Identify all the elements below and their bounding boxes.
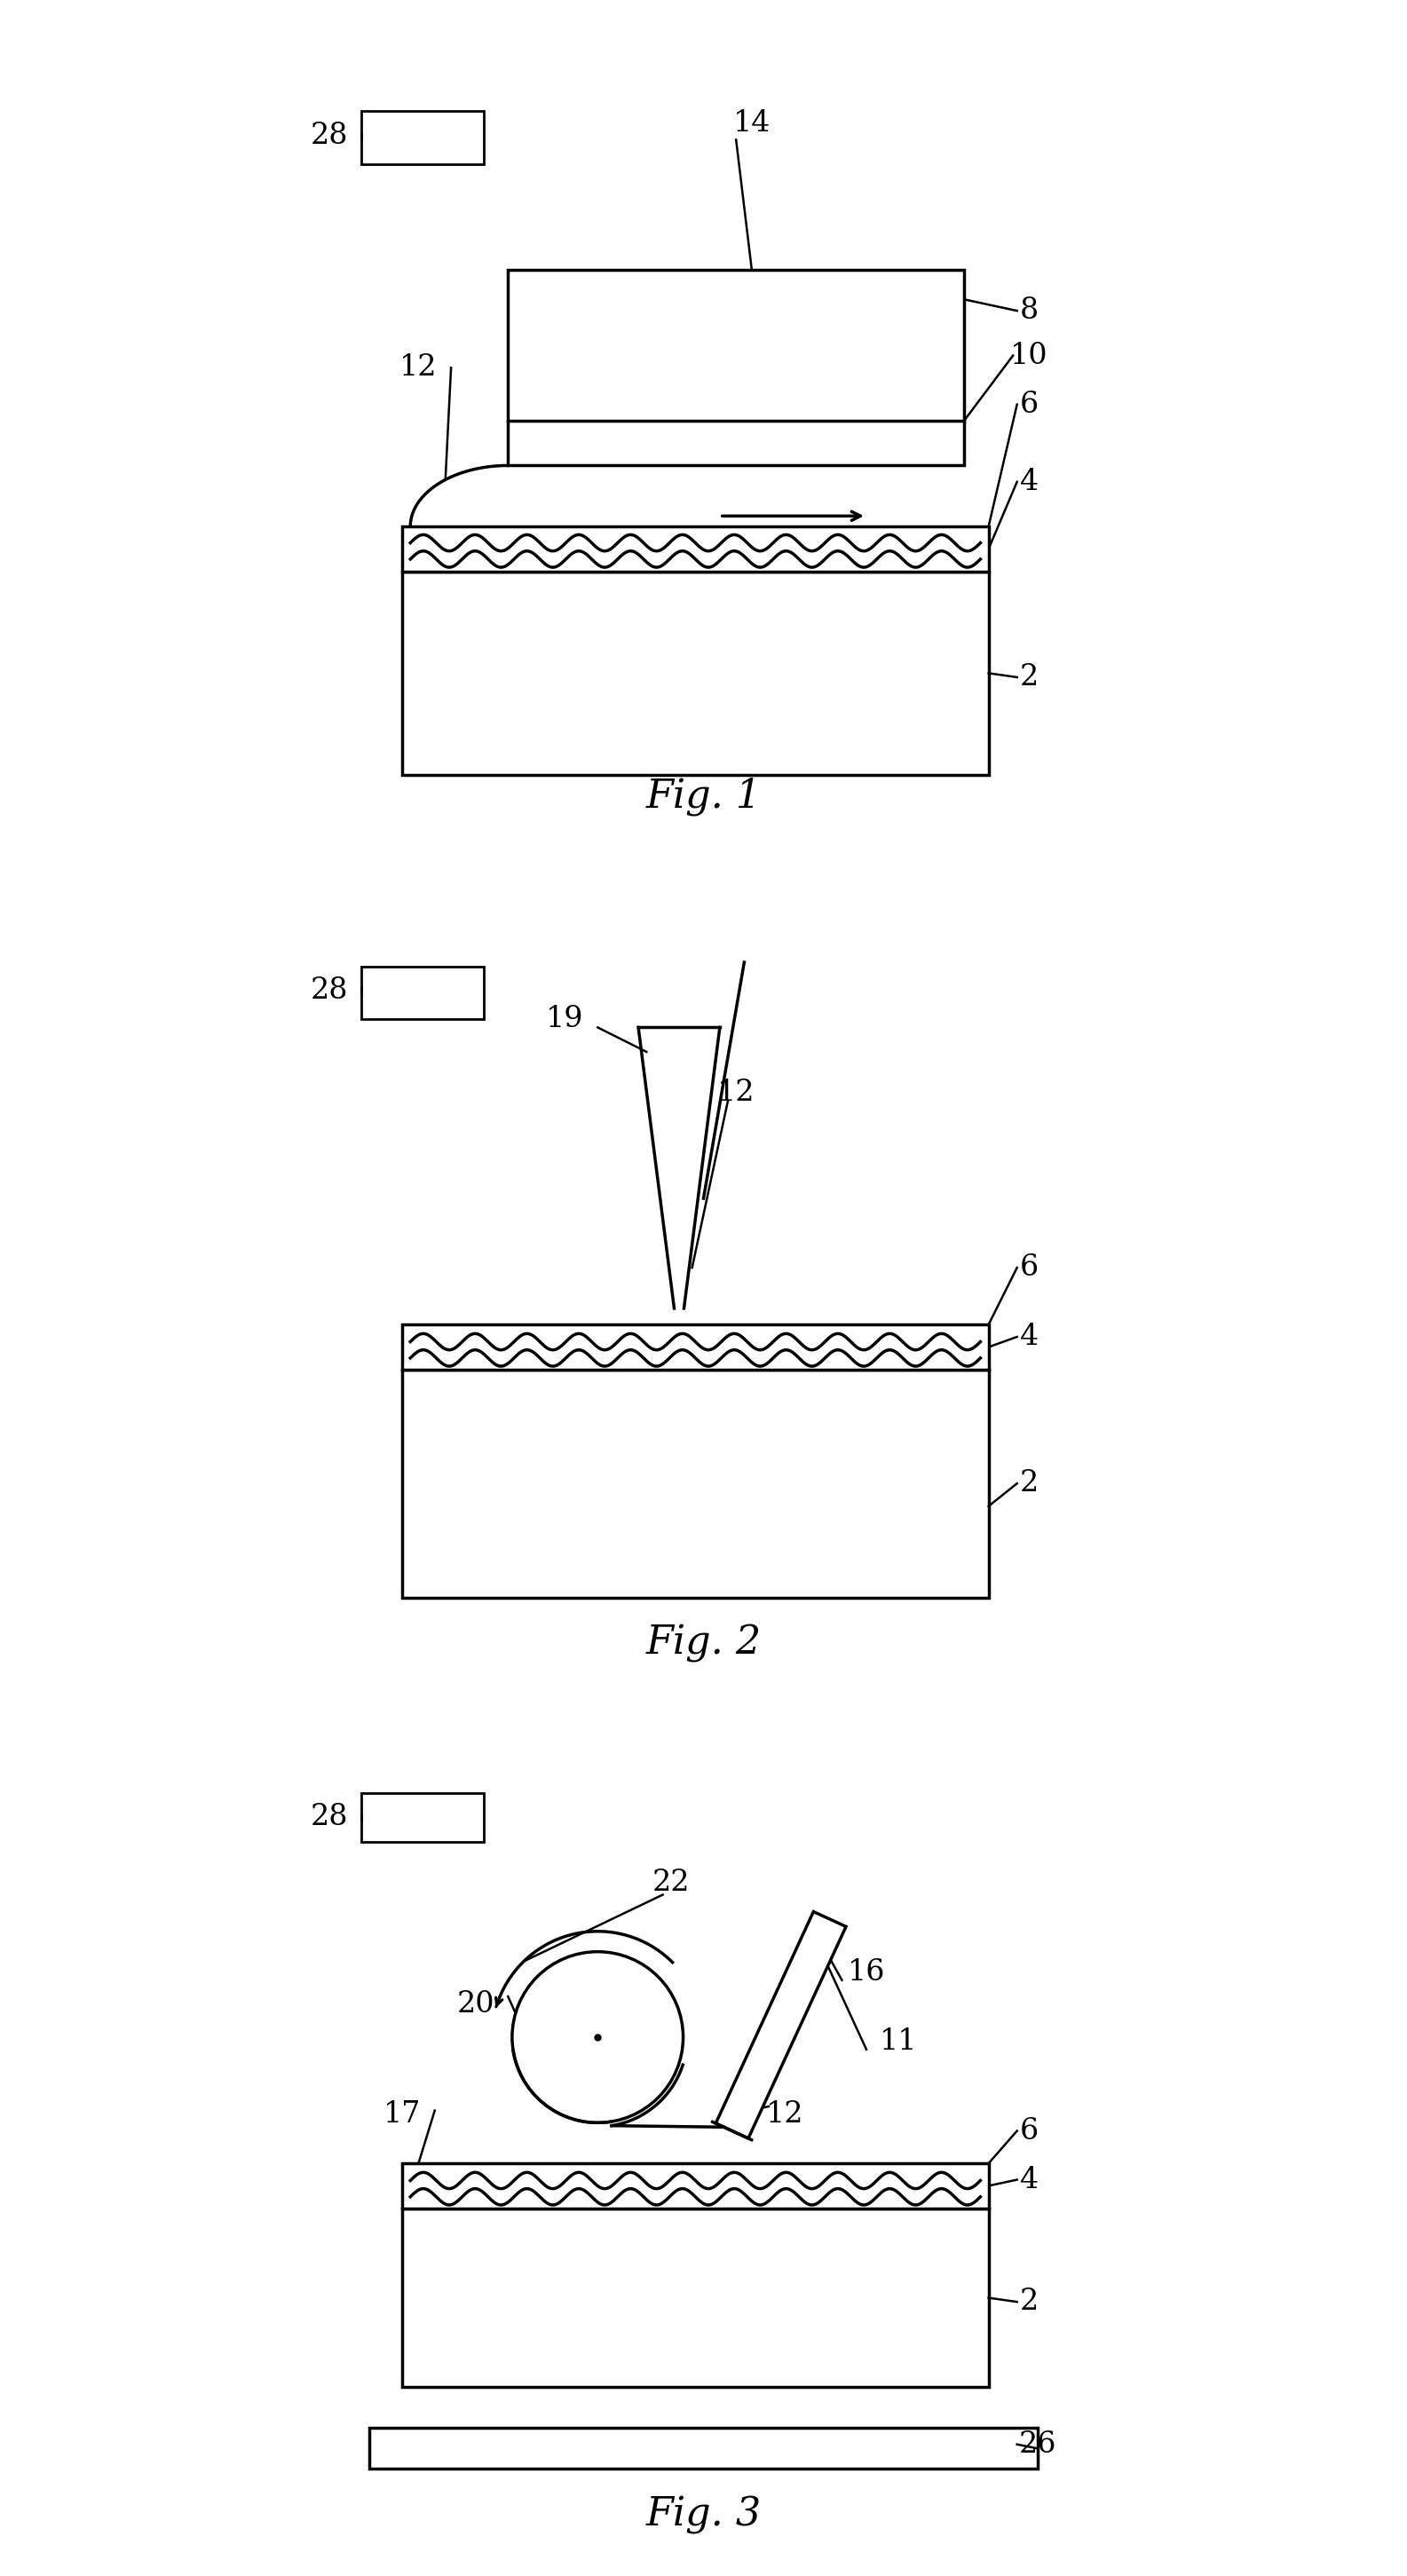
Text: 2: 2	[1020, 2287, 1038, 2316]
Text: Fig. 2: Fig. 2	[646, 1625, 761, 1662]
Text: 28: 28	[310, 121, 348, 149]
Text: 12: 12	[400, 353, 438, 381]
Text: 6: 6	[1020, 1255, 1038, 1283]
Text: 6: 6	[1020, 2117, 1038, 2146]
Text: 8: 8	[1020, 296, 1038, 325]
Bar	[402, 526, 989, 572]
Bar	[362, 966, 484, 1020]
Text: 19: 19	[546, 1005, 584, 1033]
Bar	[362, 1793, 484, 1842]
Text: 17: 17	[383, 2099, 421, 2128]
Text: 4: 4	[1020, 1321, 1038, 1350]
Text: 16: 16	[847, 1958, 885, 1986]
Text: 28: 28	[310, 976, 348, 1005]
Bar	[402, 1324, 989, 1370]
Bar	[402, 1370, 989, 1597]
Circle shape	[512, 1953, 684, 2123]
Text: Fig. 1: Fig. 1	[646, 778, 761, 817]
Text: 12: 12	[765, 2099, 803, 2128]
Text: 11: 11	[881, 2027, 917, 2056]
Text: 2: 2	[1020, 662, 1038, 690]
Text: 4: 4	[1020, 469, 1038, 497]
Text: 22: 22	[651, 1868, 689, 1896]
Text: Fig. 3: Fig. 3	[646, 2496, 761, 2535]
Polygon shape	[716, 1911, 846, 2138]
Bar	[362, 111, 484, 165]
Text: 26: 26	[1019, 2429, 1057, 2458]
Text: 14: 14	[733, 108, 771, 137]
Text: 12: 12	[718, 1079, 756, 1108]
Bar	[508, 270, 964, 466]
Text: 10: 10	[1010, 343, 1048, 371]
Text: 4: 4	[1020, 2166, 1038, 2195]
Bar	[402, 2208, 989, 2388]
Text: 20: 20	[456, 1991, 494, 2020]
Text: 28: 28	[310, 1803, 348, 1832]
Bar	[402, 2164, 989, 2208]
Bar	[370, 2429, 1037, 2468]
Text: 2: 2	[1020, 1468, 1038, 1497]
Text: 6: 6	[1020, 389, 1038, 420]
Bar	[402, 572, 989, 775]
